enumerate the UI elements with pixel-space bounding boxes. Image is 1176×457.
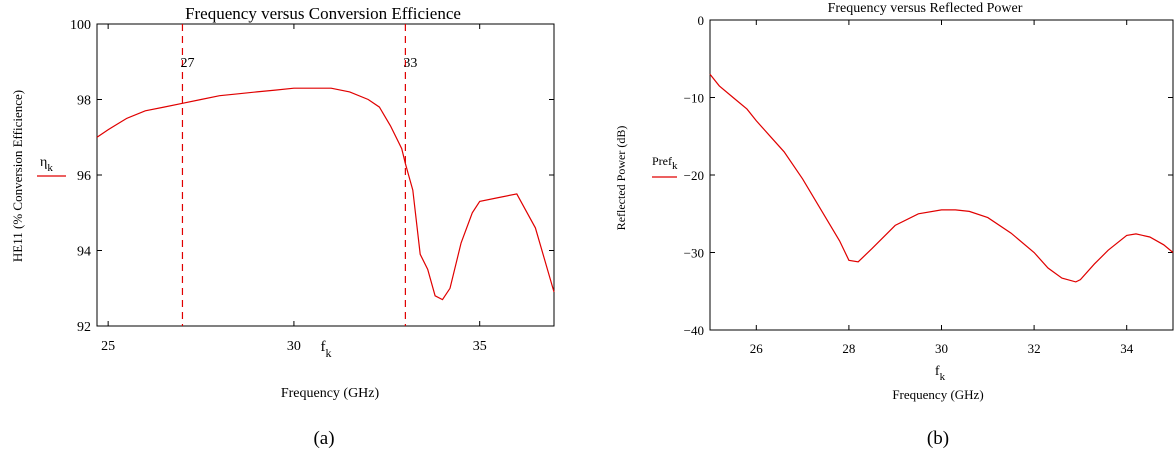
y-tick-labels: −40 −30 −20 −10 0 <box>684 13 704 338</box>
y-tick-labels: 92 94 96 98 100 <box>70 18 91 335</box>
x-tick-label: 26 <box>750 341 764 356</box>
legend: Prefk <box>652 154 678 178</box>
x-tick-label: 25 <box>101 339 115 354</box>
x-tick-label: 30 <box>935 341 948 356</box>
x-variable-label: fk <box>321 339 332 360</box>
x-variable-sub: k <box>326 346 332 360</box>
y-tick-label: 100 <box>70 18 91 33</box>
legend-label: ηk <box>40 155 53 174</box>
y-tick-label: −20 <box>684 168 704 183</box>
panel-label: (a) <box>313 428 334 449</box>
x-tick-label: 30 <box>287 339 301 354</box>
y-tick-label: −30 <box>684 246 704 261</box>
x-tick-label: 32 <box>1028 341 1041 356</box>
y-tick-label: −10 <box>684 91 704 106</box>
chart-title: Frequency versus Reflected Power <box>828 1 1023 16</box>
chart-title: Frequency versus Conversion Efficience <box>185 4 461 23</box>
x-variable-sub: k <box>940 371 946 383</box>
legend-label-sub: k <box>47 162 53 174</box>
plot-frame <box>709 19 1174 331</box>
y-tick-label: 96 <box>77 169 91 184</box>
x-variable-label: fk <box>935 364 946 383</box>
plot-frame <box>96 23 555 327</box>
y-tick-label: 0 <box>698 13 705 28</box>
marker-label: 27 <box>180 56 194 71</box>
x-axis-label: Frequency (GHz) <box>281 386 380 401</box>
chart-panel-a: Frequency versus Conversion Efficience H… <box>10 4 555 449</box>
tick-marks <box>710 19 1173 331</box>
x-tick-label: 28 <box>842 341 855 356</box>
x-tick-labels: 26 28 30 32 34 <box>750 341 1134 356</box>
panel-label: (b) <box>927 428 949 449</box>
x-tick-label: 34 <box>1120 341 1134 356</box>
reference-markers: 27 33 <box>180 24 417 326</box>
legend-label: Prefk <box>652 154 678 172</box>
legend-label-sub: k <box>672 160 678 172</box>
legend-label-main: η <box>40 155 47 170</box>
x-variable-main: f <box>935 364 940 379</box>
x-variable-main: f <box>321 339 326 355</box>
legend-label-main: Pref <box>652 154 672 168</box>
x-tick-label: 35 <box>473 339 487 354</box>
series-line <box>709 73 1174 283</box>
x-tick-labels: 25 30 35 <box>101 339 487 354</box>
y-axis-label: Reflected Power (dB) <box>614 126 628 231</box>
y-axis-label: HE11 (% Conversion Efficience) <box>10 90 25 262</box>
legend: ηk <box>37 155 66 177</box>
tick-marks <box>97 23 554 327</box>
series-group <box>96 87 555 301</box>
y-tick-label: −40 <box>684 323 704 338</box>
y-tick-label: 98 <box>77 94 91 109</box>
series-group <box>709 73 1174 283</box>
series-line <box>96 87 555 301</box>
x-axis-label: Frequency (GHz) <box>892 387 983 402</box>
y-tick-label: 92 <box>77 320 91 335</box>
marker-label: 33 <box>403 56 417 71</box>
chart-panel-b: Frequency versus Reflected Power Reflect… <box>614 1 1174 449</box>
y-tick-label: 94 <box>77 245 91 260</box>
